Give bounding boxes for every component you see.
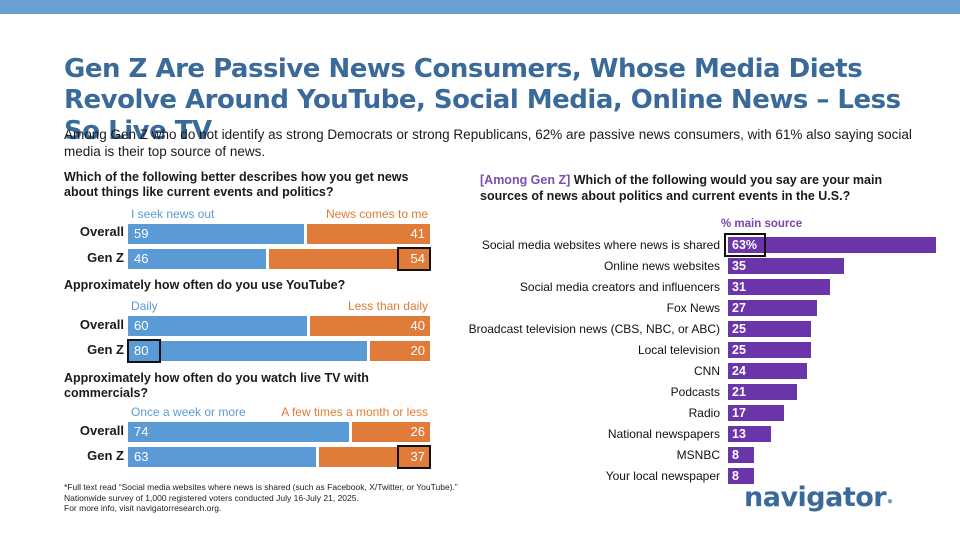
bar-right-segment: 37	[319, 447, 430, 467]
bar-right-segment: 41	[307, 224, 430, 244]
highlight-box	[397, 247, 431, 271]
source-bar: 25	[728, 342, 811, 358]
page-title: Gen Z Are Passive News Consumers, Whose …	[64, 54, 901, 146]
category-label: Broadcast television news (CBS, NBC, or …	[468, 322, 720, 336]
category-label: CNN	[694, 364, 720, 378]
source-bar-value: 21	[732, 385, 746, 399]
bar-value-label: 63	[134, 449, 149, 464]
legend-once-a-week: Once a week or more	[131, 405, 246, 419]
value-header: % main source	[721, 218, 803, 230]
source-bar-value: 25	[732, 343, 746, 357]
row-label-genz: Gen Z	[87, 250, 124, 265]
footnote-line-2: Nationwide survey of 1,000 registered vo…	[64, 492, 359, 503]
source-bar-value: 8	[732, 469, 739, 483]
source-bar: 17	[728, 405, 784, 421]
bar-right-segment: 40	[310, 316, 430, 336]
bar-value-label: 20	[410, 343, 425, 358]
bar-right-segment: 54	[269, 249, 430, 269]
source-bar: 21	[728, 384, 797, 400]
row-label-overall: Overall	[79, 317, 124, 332]
category-label: Online news websites	[603, 259, 720, 273]
category-label: Your local newspaper	[605, 469, 720, 483]
source-bar: 35	[728, 258, 844, 274]
category-label: Podcasts	[670, 385, 720, 399]
category-label: MSNBC	[676, 448, 720, 462]
question-news-approach: Which of the following better describes …	[64, 170, 409, 199]
bar-value-label: 54	[410, 251, 425, 266]
question-youtube: Approximately how often do you use YouTu…	[64, 278, 346, 292]
source-bar-value: 24	[732, 364, 746, 378]
source-bar: 63%	[728, 237, 936, 253]
question-tag: [Among Gen Z]	[480, 173, 571, 187]
source-bar-value: 17	[732, 406, 746, 420]
category-label: Local television	[637, 343, 720, 357]
source-bar-value: 35	[732, 259, 746, 273]
footnote-line-3: For more info, visit navigatorresearch.o…	[64, 503, 222, 513]
source-bar: 27	[728, 300, 817, 316]
top-accent-bar	[0, 0, 960, 14]
source-bar: 13	[728, 426, 771, 442]
bar-left-segment: 60	[128, 316, 307, 336]
bar-right-segment: 26	[352, 422, 430, 442]
bar-value-label: 74	[134, 424, 149, 439]
source-bar-value: 27	[732, 301, 746, 315]
footnote-line-1: *Full text read “Social media websites w…	[64, 482, 458, 492]
row-label-overall: Overall	[79, 423, 124, 438]
highlight-box	[397, 445, 431, 469]
bar-left-segment: 63	[128, 447, 316, 467]
bar-value-label: 37	[410, 449, 425, 464]
legend-few-times-month: A few times a month or less	[281, 405, 428, 419]
legend-less-than-daily: Less than daily	[347, 299, 428, 313]
source-bar-value: 13	[732, 427, 746, 441]
category-label: Fox News	[666, 301, 720, 315]
category-label: Radio	[688, 406, 720, 420]
category-label: Social media websites where news is shar…	[481, 238, 720, 252]
row-label-genz: Gen Z	[87, 448, 124, 463]
bar-value-label: 41	[410, 226, 425, 241]
highlight-box	[127, 339, 161, 363]
source-bar: 8	[728, 468, 754, 484]
bar-left-segment: 80	[128, 341, 367, 361]
legend-news-comes: News comes to me	[325, 207, 428, 221]
question-main-sources: [Among Gen Z] Which of the following wou…	[480, 172, 930, 204]
category-label: National newspapers	[607, 427, 720, 441]
source-bar-value: 8	[732, 448, 739, 462]
legend-daily: Daily	[131, 299, 158, 313]
bar-value-label: 46	[134, 251, 149, 266]
bar-value-label: 59	[134, 226, 149, 241]
bar-left-segment: 59	[128, 224, 304, 244]
source-bar: 24	[728, 363, 807, 379]
source-bar-value: 63%	[732, 238, 758, 252]
bar-right-segment: 20	[370, 341, 430, 361]
source-bar: 8	[728, 447, 754, 463]
bar-left-segment: 74	[128, 422, 349, 442]
footnote: *Full text read “Social media websites w…	[64, 482, 484, 514]
highlight-box	[724, 233, 766, 257]
bar-left-segment: 46	[128, 249, 266, 269]
bar-value-label: 80	[134, 343, 149, 358]
navigator-logo: navigator•	[744, 482, 894, 513]
logo-text: navigator	[744, 482, 887, 513]
bar-value-label: 40	[410, 318, 425, 333]
question-live-tv: Approximately how often do you watch liv…	[64, 371, 369, 400]
source-bar: 25	[728, 321, 811, 337]
row-label-genz: Gen Z	[87, 342, 124, 357]
bar-value-label: 26	[410, 424, 425, 439]
row-label-overall: Overall	[79, 224, 124, 239]
source-bar-value: 25	[732, 322, 746, 336]
category-label: Social media creators and influencers	[519, 280, 720, 294]
legend-seek-news: I seek news out	[131, 207, 215, 221]
source-bar: 31	[728, 279, 830, 295]
logo-dot: •	[886, 495, 894, 509]
source-bar-value: 31	[732, 280, 746, 294]
question-main-sources-text: Which of the following would you say are…	[480, 173, 883, 203]
page-subtitle: Among Gen Z who do not identify as stron…	[64, 127, 912, 159]
bar-value-label: 60	[134, 318, 149, 333]
